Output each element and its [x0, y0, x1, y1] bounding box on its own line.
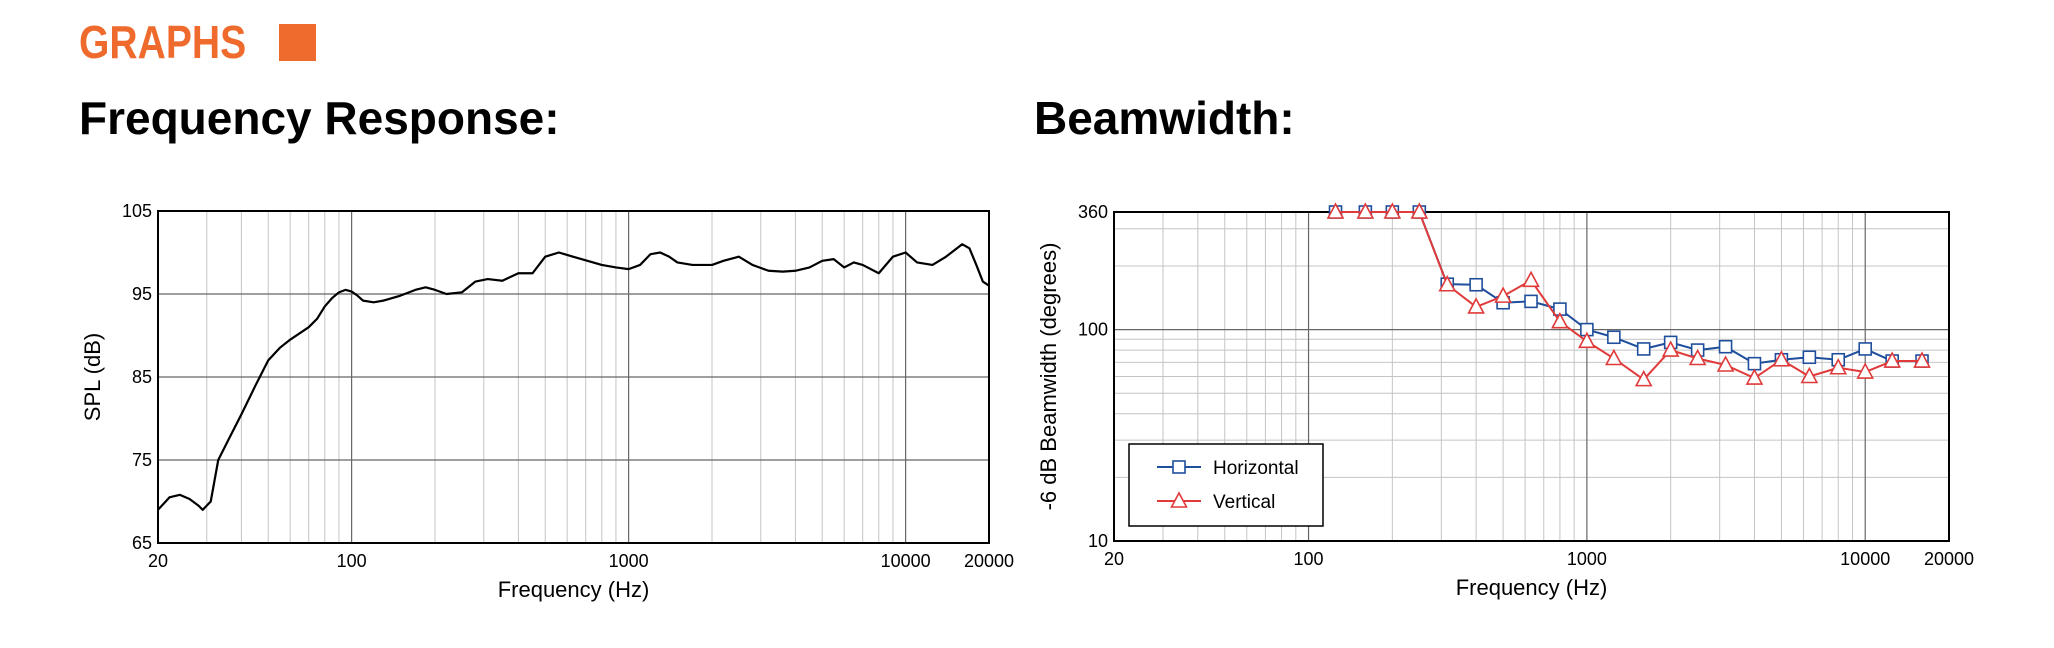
- plot-frame: [157, 210, 990, 544]
- y-tick-label: 85: [132, 367, 152, 387]
- x-tick-label: 1000: [1567, 549, 1607, 569]
- section-title: GRAPHS: [79, 17, 246, 69]
- marker: [1718, 339, 1733, 354]
- marker: [1802, 350, 1817, 365]
- marker: [1716, 355, 1735, 372]
- marker: [1524, 294, 1538, 309]
- y-axis-label: SPL (dB): [80, 333, 105, 421]
- legend-marker: [1172, 460, 1186, 474]
- data-line: [1335, 211, 1923, 365]
- marker: [1661, 340, 1680, 357]
- x-tick-label: 10000: [1840, 549, 1890, 569]
- data-line: [1335, 211, 1923, 381]
- marker: [1607, 330, 1621, 345]
- y-axis-label: -6 dB Beamwidth (degrees): [1036, 243, 1061, 511]
- y-tick-label: 105: [122, 201, 152, 221]
- y-tick-label: 100: [1078, 320, 1108, 340]
- x-axis-label: Frequency (Hz): [498, 577, 650, 602]
- section-marker: [279, 24, 316, 61]
- x-tick-label: 100: [1294, 549, 1324, 569]
- marker: [1688, 348, 1707, 366]
- x-tick-label: 20: [1104, 549, 1124, 569]
- marker: [1522, 270, 1540, 288]
- marker: [1636, 342, 1651, 356]
- legend-label: Vertical: [1213, 492, 1275, 513]
- marker: [1467, 297, 1485, 314]
- x-tick-label: 100: [337, 551, 367, 571]
- marker: [1745, 368, 1764, 385]
- y-tick-label: 10: [1088, 531, 1108, 551]
- marker: [1747, 356, 1762, 371]
- x-tick-label: 1000: [609, 551, 649, 571]
- x-tick-label: 20000: [964, 551, 1014, 571]
- legend-label: Horizontal: [1213, 458, 1299, 479]
- plot-frame: [1113, 211, 1950, 542]
- legend-marker: [1170, 491, 1188, 508]
- marker: [1883, 351, 1902, 368]
- x-tick-label: 20: [148, 551, 168, 571]
- marker: [1578, 331, 1596, 349]
- marker: [1605, 348, 1623, 366]
- x-tick-label: 20000: [1924, 549, 1974, 569]
- marker: [1410, 202, 1429, 219]
- marker: [1469, 277, 1483, 292]
- marker: [1856, 362, 1875, 379]
- marker: [1913, 351, 1931, 368]
- marker: [1356, 202, 1375, 219]
- y-tick-label: 360: [1078, 202, 1108, 222]
- chart-title: Beamwidth:: [1034, 92, 1295, 144]
- marker: [1829, 358, 1848, 375]
- marker: [1326, 202, 1345, 219]
- marker: [1438, 275, 1457, 292]
- y-tick-label: 95: [132, 284, 152, 304]
- x-axis-label: Frequency (Hz): [1456, 575, 1608, 600]
- marker: [1551, 311, 1569, 329]
- marker: [1634, 369, 1653, 387]
- chart-title: Frequency Response:: [79, 92, 560, 144]
- marker: [1858, 342, 1873, 356]
- marker: [1800, 366, 1819, 384]
- data-line: [157, 243, 990, 511]
- x-tick-label: 10000: [881, 551, 931, 571]
- y-tick-label: 65: [132, 533, 152, 553]
- y-tick-label: 75: [132, 450, 152, 470]
- marker: [1772, 350, 1791, 367]
- legend-box: [1128, 443, 1324, 527]
- marker: [1383, 202, 1402, 219]
- marker: [1494, 286, 1512, 303]
